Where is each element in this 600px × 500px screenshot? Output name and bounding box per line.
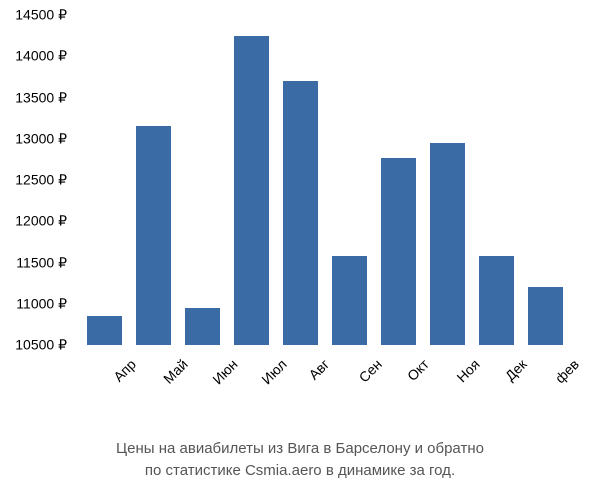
plot-area — [80, 15, 570, 345]
x-tick-label: Июл — [258, 356, 289, 387]
x-tick-label: Авг — [305, 356, 332, 383]
x-tick-label: Дек — [501, 356, 529, 384]
y-tick-label: 11000 ₽ — [16, 295, 67, 312]
y-tick-label: 10500 ₽ — [15, 337, 67, 354]
bar — [87, 316, 122, 345]
x-tick-label: Ноя — [453, 356, 482, 385]
x-tick-label: Апр — [110, 356, 139, 385]
bar — [136, 126, 171, 345]
x-tick-label: Июн — [209, 356, 240, 387]
y-tick-label: 12500 ₽ — [15, 172, 67, 189]
y-tick-label: 12000 ₽ — [15, 213, 67, 230]
x-tick-label: Окт — [403, 356, 431, 384]
caption-line-2: по статистике Csmia.aero в динамике за г… — [0, 460, 600, 483]
y-tick-label: 14500 ₽ — [15, 7, 67, 24]
caption-line-1: Цены на авиабилеты из Вига в Барселону и… — [0, 438, 600, 461]
bar — [332, 256, 367, 345]
y-tick-label: 14000 ₽ — [15, 48, 67, 65]
x-tick-label: Май — [160, 356, 191, 387]
bar — [234, 36, 269, 345]
x-tick-label: фев — [551, 356, 581, 386]
y-tick-label: 13500 ₽ — [15, 89, 67, 106]
bar — [381, 158, 416, 345]
bar — [528, 287, 563, 345]
y-tick-label: 11500 ₽ — [16, 254, 67, 271]
y-tick-label: 13000 ₽ — [15, 130, 67, 147]
bar — [479, 256, 514, 345]
bar — [185, 308, 220, 345]
bar — [283, 81, 318, 345]
y-axis: 10500 ₽11000 ₽11500 ₽12000 ₽12500 ₽13000… — [0, 15, 75, 345]
x-axis: АпрМайИюнИюлАвгСенОктНояДекфев — [80, 348, 570, 408]
bar — [430, 143, 465, 345]
chart-plot — [80, 15, 570, 385]
x-tick-label: Сен — [355, 356, 384, 385]
